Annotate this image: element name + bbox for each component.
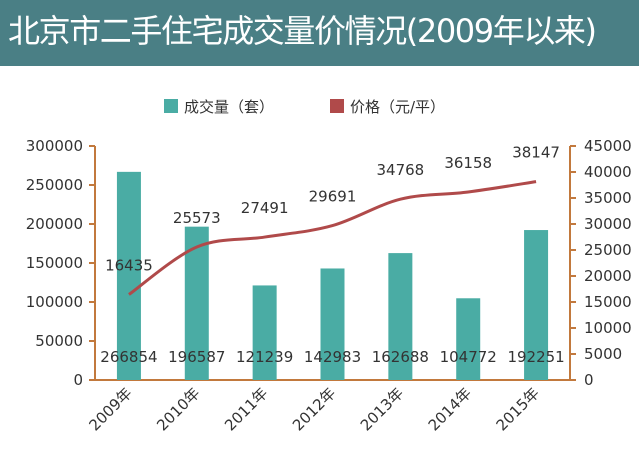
price-line-group [128,180,537,296]
bar-value-label: 162688 [372,348,429,366]
right-tick-label: 25000 [584,241,632,259]
bar-2009年 [116,171,141,380]
left-tick-label: 100000 [26,293,83,311]
line-value-label: 34768 [376,161,424,179]
bar-2015年 [524,230,549,380]
legend-swatch-volume [164,99,178,113]
left-tick-label: 300000 [26,137,83,155]
left-tick-label: 250000 [26,176,83,194]
legend-label-volume: 成交量（套） [184,98,274,116]
title-bar: 北京市二手住宅成交量价情况(2009年以来) [0,0,639,66]
x-tick-label: 2012年 [289,384,339,434]
line-value-label: 27491 [241,199,289,217]
bar-value-label: 192251 [507,348,564,366]
bar-value-label: 121239 [236,348,293,366]
left-tick-label: 150000 [26,254,83,272]
right-tick-label: 5000 [584,345,622,363]
left-axis-ticks: 0 50000 100000 150000 200000 250000 300000 [26,137,95,389]
x-tick-label: 2009年 [85,384,135,434]
page-title: 北京市二手住宅成交量价情况(2009年以来) [8,12,597,50]
right-tick-label: 40000 [584,163,632,181]
left-tick-label: 50000 [35,332,83,350]
x-tick-label: 2011年 [221,384,271,434]
right-tick-label: 30000 [584,215,632,233]
left-tick-label: 0 [73,371,83,389]
price-line [128,180,537,296]
bar-2013年 [388,253,413,380]
line-value-label: 36158 [444,154,492,172]
line-value-labels: 16435 25573 27491 29691 34768 36158 38147 [105,144,560,275]
legend: 成交量（套） 价格（元/平） [164,98,445,116]
legend-label-price: 价格（元/平） [350,98,445,116]
bar-value-label: 104772 [440,348,497,366]
bar-value-label: 196587 [168,348,225,366]
bars [116,171,549,380]
right-tick-label: 10000 [584,319,632,337]
line-value-label: 16435 [105,257,153,275]
right-tick-label: 20000 [584,267,632,285]
right-tick-label: 0 [584,371,594,389]
x-tick-label: 2013年 [357,384,407,434]
x-axis-ticks: 2009年 2010年 2011年 2012年 2013年 2014年 2015年 [85,384,542,434]
right-axis-ticks: 0 5000 10000 15000 20000 25000 30000 35000 40000… [570,137,632,389]
right-tick-label: 35000 [584,189,632,207]
bar-value-label: 266854 [100,348,157,366]
legend-swatch-price [330,99,344,113]
bar-value-labels: 266854 196587 121239 142983 162688 104772 1922… [100,348,564,366]
right-tick-label: 15000 [584,293,632,311]
bar-2012年 [320,268,345,380]
bar-value-label: 142983 [304,348,361,366]
x-tick-label: 2014年 [425,384,475,434]
right-tick-label: 45000 [584,137,632,155]
bar-2014年 [456,298,481,380]
x-tick-label: 2015年 [493,384,543,434]
left-tick-label: 200000 [26,215,83,233]
chart: 成交量（套） 价格（元/平） 0500001000001500002000002… [26,98,632,434]
x-tick-label: 2010年 [153,384,203,434]
bar-2011年 [252,285,277,380]
line-value-label: 25573 [173,209,221,227]
line-value-label: 29691 [309,188,357,206]
line-value-label: 38147 [512,144,560,162]
